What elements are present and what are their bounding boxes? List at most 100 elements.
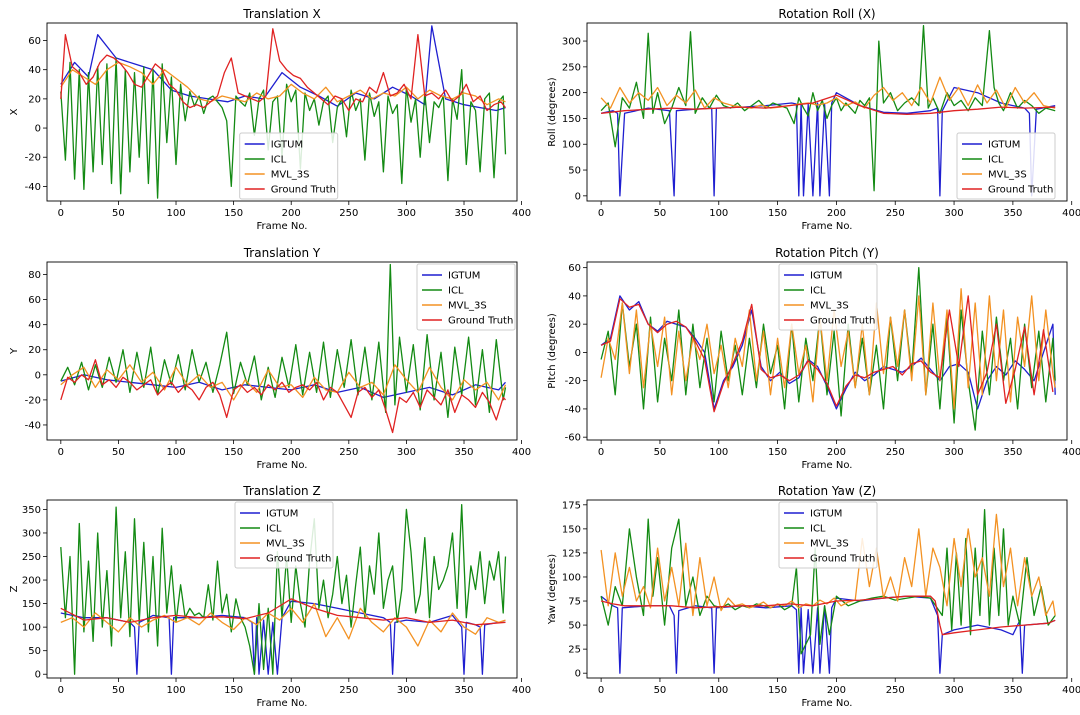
y-tick-label: 200 xyxy=(22,576,41,587)
x-tick-label: 200 xyxy=(827,208,846,219)
y-tick-label: 0 xyxy=(575,669,581,680)
legend: IGTUM ICL MVL_3S Ground Truth xyxy=(778,263,878,331)
plot-frame xyxy=(46,261,518,441)
y-tick-label: 350 xyxy=(22,505,41,516)
plot-frame xyxy=(586,22,1068,202)
y-tick-label: 25 xyxy=(568,645,581,656)
series-group xyxy=(60,263,507,434)
legend: IGTUM ICL MVL_3S Ground Truth xyxy=(234,501,334,569)
chart-title: Translation X xyxy=(242,7,320,21)
legend-label: MVL_3S xyxy=(810,301,849,312)
y-tick-label: 150 xyxy=(22,599,41,610)
x-tick-label: 400 xyxy=(1062,208,1080,219)
x-tick-label: 50 xyxy=(112,208,125,219)
y-tick-label: 0 xyxy=(575,191,581,202)
x-tick-label: 350 xyxy=(1003,685,1022,696)
chart-title: Translation Z xyxy=(242,484,320,498)
x-tick-label: 400 xyxy=(1062,685,1080,696)
series-line-ground-truth xyxy=(601,94,1056,115)
x-tick-label: 350 xyxy=(454,685,473,696)
x-tick-label: 50 xyxy=(654,208,667,219)
y-tick-label: 40 xyxy=(28,65,41,76)
legend-label: MVL_3S xyxy=(266,539,305,550)
series-line-ground-truth xyxy=(600,595,1056,636)
legend-label: IGTUM xyxy=(266,509,298,520)
x-tick-label: 50 xyxy=(654,685,667,696)
x-tick-label: 0 xyxy=(58,447,64,458)
legend-label: IGTUM xyxy=(810,271,842,282)
y-tick-label: 0 xyxy=(35,124,41,135)
series-line-ground-truth xyxy=(60,598,506,626)
y-tick-label: 150 xyxy=(562,114,581,125)
y-tick-label: 60 xyxy=(568,263,581,274)
series-group xyxy=(60,504,507,675)
y-tick-label: -60 xyxy=(565,433,581,444)
x-axis-label: Frame No. xyxy=(802,221,853,232)
x-tick-label: 250 xyxy=(339,685,358,696)
x-tick-label: 200 xyxy=(282,447,301,458)
x-tick-label: 100 xyxy=(709,685,728,696)
y-tick-label: 300 xyxy=(22,528,41,539)
x-tick-label: 400 xyxy=(512,447,531,458)
legend: IGTUM ICL MVL_3S Ground Truth xyxy=(416,263,516,331)
x-tick-label: 350 xyxy=(1003,447,1022,458)
legend-label: MVL_3S xyxy=(271,170,310,181)
x-tick-label: 250 xyxy=(886,208,905,219)
legend-label: IGTUM xyxy=(448,271,480,282)
x-tick-label: 300 xyxy=(397,685,416,696)
series-line-ground-truth xyxy=(600,295,1054,413)
series-line-mvl-3s xyxy=(600,76,1056,109)
x-tick-label: 300 xyxy=(397,447,416,458)
y-tick-label: 0 xyxy=(35,370,41,381)
x-tick-label: 150 xyxy=(224,208,243,219)
x-tick-label: 150 xyxy=(768,447,787,458)
legend-label: Ground Truth xyxy=(810,316,875,327)
x-tick-label: 250 xyxy=(886,447,905,458)
plot-frame xyxy=(586,261,1068,441)
y-tick-label: 20 xyxy=(28,345,41,356)
x-tick-label: 50 xyxy=(654,447,667,458)
series-line-igtum xyxy=(600,595,1056,674)
x-tick-label: 150 xyxy=(224,447,243,458)
y-tick-label: -20 xyxy=(25,395,41,406)
x-axis-label: Frame No. xyxy=(257,460,308,471)
x-tick-label: 250 xyxy=(886,685,905,696)
legend: IGTUM ICL MVL_3S Ground Truth xyxy=(956,132,1056,200)
plot-frame xyxy=(46,499,518,679)
y-tick-label: 100 xyxy=(562,572,581,583)
chart-panel-3: 0 50 100 150 200 250 300 350 400 -60 -40 -20 0 20 40 60… xyxy=(547,246,1080,471)
y-tick-label: 100 xyxy=(22,623,41,634)
x-tick-label: 0 xyxy=(598,685,604,696)
legend-label: Ground Truth xyxy=(266,554,331,565)
chart-title: Rotation Pitch (Y) xyxy=(775,246,879,260)
legend-box xyxy=(416,263,516,331)
series-line-icl xyxy=(60,57,507,199)
y-tick-label: -40 xyxy=(25,182,41,193)
legend-label: Ground Truth xyxy=(810,554,875,565)
legend-label: IGTUM xyxy=(810,509,842,520)
x-tick-label: 100 xyxy=(166,685,185,696)
plot-frame xyxy=(586,499,1068,679)
x-tick-label: 400 xyxy=(512,685,531,696)
y-tick-label: 300 xyxy=(562,37,581,48)
y-tick-label: 60 xyxy=(28,295,41,306)
x-tick-label: 350 xyxy=(1003,208,1022,219)
y-tick-label: 20 xyxy=(568,320,581,331)
legend-label: IGTUM xyxy=(271,140,303,151)
legend-label: MVL_3S xyxy=(810,539,849,550)
x-tick-label: 50 xyxy=(112,447,125,458)
y-tick-label: 0 xyxy=(35,670,41,681)
series-group xyxy=(600,267,1056,431)
y-axis-label: Roll (degrees) xyxy=(547,77,558,147)
y-axis-label: Y xyxy=(9,347,20,355)
chart-panel-4: 0 50 100 150 200 250 300 350 400 0 50 100 150 200 250 3… xyxy=(9,484,531,709)
y-tick-label: 50 xyxy=(568,621,581,632)
y-axis-label: Yaw (degrees) xyxy=(547,554,558,625)
series-line-ground-truth xyxy=(60,359,506,434)
series-line-mvl-3s xyxy=(60,61,506,106)
x-tick-label: 150 xyxy=(768,685,787,696)
y-tick-label: -20 xyxy=(565,376,581,387)
x-tick-label: 100 xyxy=(709,208,728,219)
series-line-igtum xyxy=(60,600,506,675)
